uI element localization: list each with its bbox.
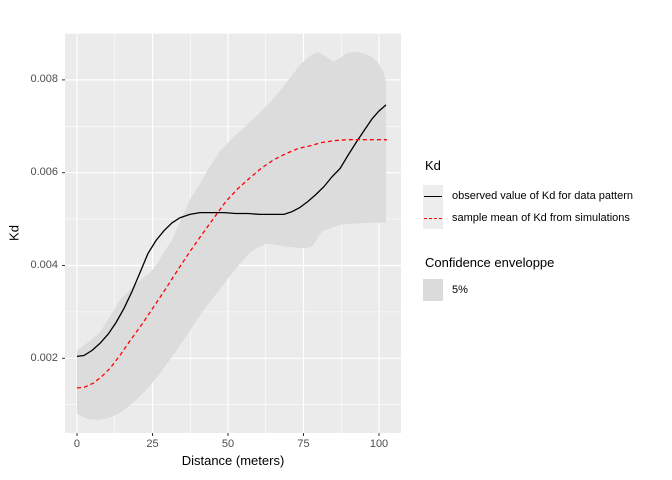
legend-key-dashed-line: [423, 207, 443, 229]
x-tick-label: 25: [146, 438, 159, 450]
legend: Kd observed value of Kd for data pattern…: [423, 158, 668, 301]
confidence-envelope-area: [76, 52, 386, 421]
legend-key-solid-line: [423, 185, 443, 207]
envelope-swatch-icon: [423, 279, 443, 301]
x-tick-label: 50: [221, 438, 235, 450]
y-tick-label: 0.008: [30, 73, 58, 86]
x-tick-label: 75: [297, 438, 310, 450]
dashed-line-icon: [424, 217, 442, 219]
x-tick-label: 100: [369, 438, 389, 450]
y-tick-label: 0.006: [30, 166, 58, 179]
legend-title-kd: Kd: [425, 158, 441, 173]
sample-mean-kd-line: [76, 139, 387, 389]
legend-label-observed: observed value of Kd for data pattern: [452, 190, 634, 202]
legend-label-sample-mean: sample mean of Kd from simulations: [452, 212, 630, 224]
legend-title-confidence-envelope: Confidence enveloppe: [425, 255, 555, 270]
legend-item-envelope: 5%: [423, 279, 668, 301]
legend-item-observed: observed value of Kd for data pattern: [423, 185, 668, 207]
solid-line-icon: [424, 195, 442, 197]
x-axis-title: Distance (meters): [181, 453, 285, 468]
y-axis-title: Kd: [6, 225, 22, 241]
legend-item-sample-mean: sample mean of Kd from simulations: [423, 207, 668, 229]
x-tick-label: 0: [73, 438, 81, 450]
observed-kd-line: [76, 104, 387, 358]
y-tick-label: 0.002: [30, 351, 58, 364]
legend-label-envelope: 5%: [452, 284, 468, 296]
y-tick-label: 0.004: [30, 258, 58, 271]
